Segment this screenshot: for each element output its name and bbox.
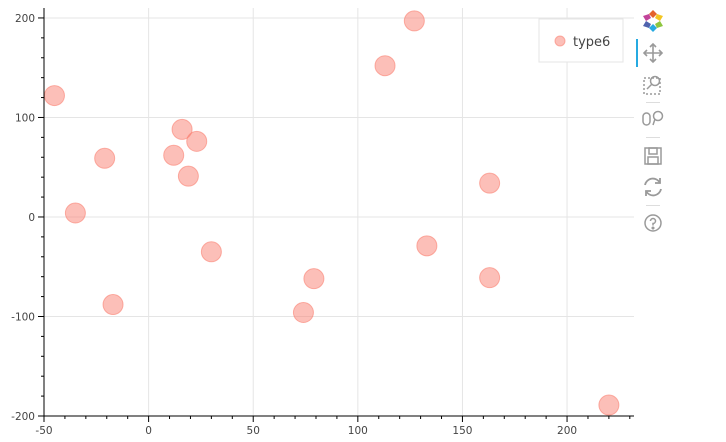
data-point <box>303 268 325 290</box>
data-point <box>177 165 199 187</box>
legend-label: type6 <box>573 35 610 50</box>
x-tick-label: 150 <box>452 425 472 437</box>
data-point <box>64 202 86 224</box>
save-icon[interactable] <box>640 143 666 169</box>
grid <box>43 8 634 417</box>
x-tick-label: 100 <box>348 425 368 437</box>
legend-swatch <box>554 35 566 47</box>
data-point <box>102 294 124 316</box>
data-point <box>186 130 208 152</box>
pan-icon[interactable] <box>640 40 666 66</box>
reset-icon[interactable] <box>640 174 666 200</box>
x-tick-label: 0 <box>145 425 152 437</box>
data-point <box>200 241 222 263</box>
x-tick-label: 50 <box>247 425 260 437</box>
x-tick-label: -50 <box>35 425 52 437</box>
data-point <box>403 10 425 32</box>
data-point <box>479 172 501 194</box>
data-point <box>598 394 620 416</box>
data-point <box>292 302 314 324</box>
y-tick-label: 100 <box>15 112 35 124</box>
data-point <box>374 55 396 77</box>
data-point <box>479 267 501 289</box>
axes: -50 0 50 100 150 200 -200 -100 0 100 200 <box>11 8 634 437</box>
legend: type6 <box>538 18 624 63</box>
y-tick-label: 0 <box>28 212 35 224</box>
x-tick-label: 200 <box>557 425 577 437</box>
y-tick-label: -100 <box>11 311 35 323</box>
bokeh-logo-icon[interactable] <box>640 8 666 34</box>
data-points <box>43 10 620 416</box>
data-point <box>163 144 185 166</box>
data-point <box>43 85 65 107</box>
data-point <box>416 235 438 257</box>
data-point <box>171 118 193 140</box>
toolbar <box>636 4 670 244</box>
data-point <box>94 147 116 169</box>
box-zoom-icon[interactable] <box>640 72 666 98</box>
pan-active-indicator <box>636 39 638 67</box>
legend-box <box>538 18 624 63</box>
y-tick-label: 200 <box>15 13 35 25</box>
help-icon[interactable] <box>640 210 666 236</box>
wheel-zoom-icon[interactable] <box>640 106 666 132</box>
y-tick-label: -200 <box>11 411 35 423</box>
